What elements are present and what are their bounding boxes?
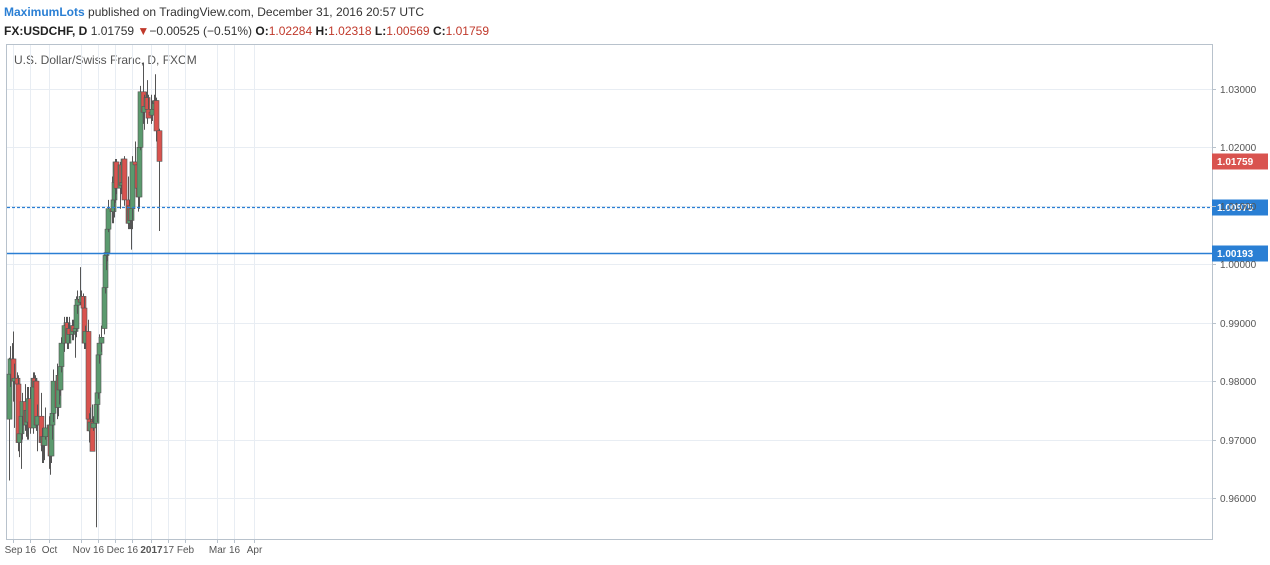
candle-body — [72, 328, 79, 332]
candle-body — [48, 424, 55, 457]
candle-body — [98, 337, 105, 344]
last-price: 1.01759 — [90, 24, 135, 38]
open-label: O: — [255, 24, 269, 38]
candle-body — [80, 296, 87, 309]
price-tick-label: 0.97000 — [1220, 436, 1257, 447]
date-tick-label: Nov — [73, 545, 91, 556]
date-tick-label: Sep — [5, 545, 23, 556]
grid — [7, 45, 1212, 539]
price-tick-label: 0.98000 — [1220, 377, 1257, 388]
date-tick-label: Feb — [177, 545, 195, 556]
candles — [6, 62, 163, 528]
time-axis[interactable]: Sep 16 Oct Nov 16 Dec 16 2017 17 Feb Mar 16 Apr — [5, 539, 263, 556]
candle-body — [144, 97, 151, 110]
date-tick-label: 17 — [163, 545, 175, 556]
level-tag-label: 1.00975 — [1217, 203, 1254, 214]
candle-body — [95, 354, 102, 394]
date-tick-label: Oct — [42, 545, 58, 556]
candle-body — [73, 304, 80, 329]
candle-body — [94, 392, 101, 405]
candle-body — [42, 427, 49, 437]
date-tick-label: Dec — [107, 545, 125, 556]
price-axis[interactable]: 0.96000 0.97000 0.98000 0.99000 1.00000 1.010… — [1212, 85, 1257, 505]
author-link[interactable]: MaximumLots — [4, 5, 85, 19]
price-tick-label: 1.00000 — [1220, 260, 1257, 271]
candle-body — [93, 404, 100, 424]
candle-body — [41, 436, 48, 446]
candle-body — [128, 208, 135, 221]
candle-body — [14, 377, 21, 385]
candle-body — [10, 358, 17, 382]
high-value: 1.02318 — [328, 24, 372, 38]
high-label: H: — [315, 24, 329, 38]
price-tick-label: 0.96000 — [1220, 494, 1257, 505]
date-tick-label: Mar — [209, 545, 227, 556]
candle-body — [90, 422, 97, 429]
candle-body — [121, 158, 128, 201]
price-tick-label: 0.99000 — [1220, 319, 1257, 330]
close-label: C: — [432, 24, 446, 38]
chart-title: U.S. Dollar/Swiss Franc, D, FXCM — [14, 53, 197, 67]
date-tick-label: 16 — [127, 545, 139, 556]
candle-body — [57, 366, 64, 391]
plot-frame — [6, 44, 1213, 540]
price-tick-label: 1.02000 — [1220, 143, 1257, 154]
price-tick-label: 1.01000 — [1220, 202, 1257, 213]
date-tick-label: 16 — [25, 545, 37, 556]
candle-body — [136, 147, 143, 198]
candle-body — [105, 208, 112, 230]
chart-header: MaximumLots published on TradingView.com… — [4, 3, 489, 41]
low-value: 1.00569 — [386, 24, 430, 38]
candle-body — [89, 421, 96, 452]
level-tag-label: 1.00193 — [1217, 249, 1254, 260]
level-tag — [1212, 199, 1268, 216]
date-tick-label: Apr — [247, 545, 263, 556]
candle-body — [101, 287, 108, 329]
close-value: 1.01759 — [445, 24, 490, 38]
candle-body — [129, 161, 136, 209]
down-arrow-icon: ▼ — [137, 24, 150, 38]
date-tick-label: 2017 — [140, 545, 163, 556]
price-tick-label: 1.03000 — [1220, 85, 1257, 96]
publish-info: published on TradingView.com, December 3… — [88, 5, 425, 19]
candle-body — [104, 228, 111, 253]
low-label: L: — [374, 24, 387, 38]
open-value: 1.02284 — [268, 24, 313, 38]
publish-line: MaximumLots published on TradingView.com… — [4, 3, 489, 22]
level-tag — [1212, 245, 1268, 262]
level-lines: 1.00975 1.00193 1.01759 — [7, 153, 1268, 262]
date-tick-label: 16 — [93, 545, 105, 556]
candle-body — [153, 100, 160, 132]
candle-body — [58, 342, 65, 367]
price-change: −0.00525 (−0.51%) — [149, 24, 253, 38]
candle-body — [156, 130, 163, 162]
last-price-label: 1.01759 — [1217, 157, 1254, 168]
symbol-label: FX:USDCHF, D — [4, 24, 88, 38]
ohlc-line: FX:USDCHF, D 1.01759 ▼−0.00525 (−0.51%) … — [4, 22, 489, 41]
last-price-tag — [1212, 153, 1268, 170]
candle-body — [49, 413, 56, 426]
date-tick-label: 16 — [229, 545, 241, 556]
candle-body — [85, 331, 92, 420]
